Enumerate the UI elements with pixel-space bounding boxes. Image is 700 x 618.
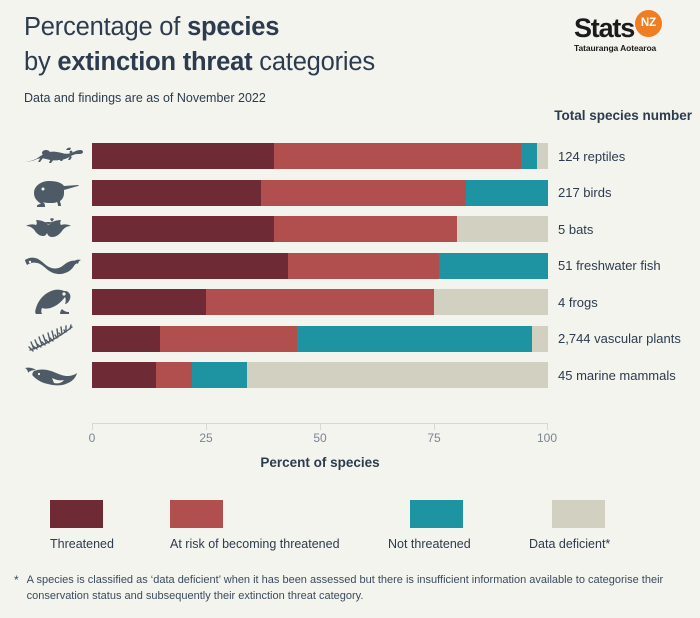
segment-at-risk [288, 252, 439, 279]
bar-bats [92, 216, 548, 242]
axis-tick-label: 25 [199, 431, 213, 445]
title-line-2-plain-b: categories [252, 48, 375, 76]
bar-reptiles [92, 143, 548, 169]
bar-birds [92, 179, 548, 206]
stacked-bar-chart: 124 reptiles 217 birds [0, 138, 700, 423]
axis-tick [547, 423, 548, 430]
segment-at-risk [155, 362, 193, 388]
segment-not-threatened [192, 362, 248, 388]
footnote-text: A species is classified as ‘data deficie… [26, 574, 664, 602]
segment-threatened [92, 252, 289, 279]
row-total-label: 217 birds [558, 185, 612, 201]
segment-not-threatened [520, 143, 538, 169]
bar-frogs [92, 289, 548, 315]
segment-data-deficient [247, 362, 548, 388]
footnote: * A species is classified as ‘data defic… [14, 572, 686, 604]
legend-item-data-deficient[interactable]: Data deficient* [529, 500, 610, 551]
row-total-label: 124 reptiles [558, 148, 626, 164]
segment-threatened [92, 362, 156, 388]
row-total-label: 51 freshwater fish [558, 258, 661, 274]
row-total-label: 2,744 vascular plants [558, 331, 681, 347]
chart-row: 217 birds [0, 175, 700, 212]
segment-threatened [92, 179, 261, 206]
segment-not-threatened [438, 252, 548, 279]
title-line-2-plain-a: by [24, 48, 58, 76]
whale-icon [18, 357, 88, 394]
title-line-1-plain: Percentage of [24, 13, 188, 41]
bar-vascular-plants [92, 325, 548, 352]
axis-tick [92, 423, 93, 430]
segment-at-risk [274, 143, 521, 169]
segment-threatened [92, 289, 206, 315]
legend-label-not-threatened: Not threatened [388, 537, 471, 551]
title-line-2: by extinction threat categories [24, 45, 584, 80]
legend-label-threatened: Threatened [50, 537, 114, 551]
bar-marine-mammals [92, 362, 548, 388]
lizard-icon [18, 138, 88, 175]
eel-icon [18, 248, 88, 285]
axis-tick [434, 423, 435, 430]
legend-swatch-not-threatened [410, 500, 463, 528]
title-line-2-bold: extinction threat [57, 48, 253, 76]
axis-tick-label: 0 [88, 431, 96, 445]
logo-nz-badge: NZ [635, 10, 663, 37]
total-species-heading: Total species number [554, 108, 692, 123]
chart-row: 2,744 vascular plants [0, 321, 700, 358]
segment-at-risk [274, 216, 457, 242]
fern-icon [18, 321, 88, 358]
legend-item-not-threatened[interactable]: Not threatened [388, 500, 471, 551]
axis-tick-label: 50 [313, 431, 327, 445]
axis-tick [320, 423, 321, 430]
legend-item-at-risk[interactable]: At risk of becoming threatened [170, 500, 340, 551]
segment-not-threatened [465, 179, 548, 206]
title-line-1-bold: species [187, 13, 280, 41]
segment-data-deficient [434, 289, 548, 315]
x-axis-title: Percent of species [260, 455, 380, 470]
chart-row: 4 frogs [0, 284, 700, 321]
logo-tagline: Tatauranga Aotearoa [574, 43, 657, 53]
footnote-marker: * [14, 573, 19, 587]
logo-lockup: Stats NZ [574, 10, 692, 43]
chart-legend: Threatened At risk of becoming threatene… [0, 500, 700, 560]
segment-data-deficient [532, 325, 548, 352]
segment-at-risk [160, 325, 298, 352]
segment-threatened [92, 216, 275, 242]
segment-at-risk [260, 179, 466, 206]
axis-tick [206, 423, 207, 430]
segment-at-risk [206, 289, 434, 315]
legend-label-at-risk: At risk of becoming threatened [170, 537, 340, 551]
legend-label-data-deficient: Data deficient* [529, 537, 611, 551]
title-line-1: Percentage of species [24, 10, 584, 45]
frog-icon [18, 284, 88, 321]
chart-row: 5 bats [0, 211, 700, 248]
segment-threatened [92, 143, 275, 169]
axis-tick-label: 75 [427, 431, 441, 445]
row-total-label: 5 bats [558, 221, 594, 237]
chart-row: 45 marine mammals [0, 357, 700, 394]
stats-nz-logo: Stats NZ Tatauranga Aotearoa [574, 10, 692, 68]
logo-wordmark: Stats [574, 13, 635, 43]
header: Percentage of species by extinction thre… [24, 10, 584, 105]
chart-row: 51 freshwater fish [0, 248, 700, 285]
legend-swatch-at-risk [170, 500, 223, 528]
subtitle: Data and findings are as of November 202… [24, 91, 266, 105]
segment-threatened [92, 325, 161, 352]
row-total-label: 45 marine mammals [558, 367, 676, 383]
legend-item-threatened[interactable]: Threatened [50, 500, 114, 551]
chart-row: 124 reptiles [0, 138, 700, 175]
kiwi-icon [18, 175, 88, 212]
legend-swatch-data-deficient [552, 500, 605, 528]
row-total-label: 4 frogs [558, 294, 598, 310]
axis-tick-label: 100 [536, 431, 558, 445]
bar-freshwater-fish [92, 252, 548, 279]
x-axis: 0 25 50 75 100 [88, 423, 557, 463]
segment-data-deficient [456, 216, 548, 242]
segment-data-deficient [537, 143, 548, 169]
bat-icon [18, 211, 88, 248]
legend-swatch-threatened [50, 500, 103, 528]
page-title: Percentage of species by extinction thre… [24, 10, 584, 80]
segment-not-threatened [297, 325, 533, 352]
